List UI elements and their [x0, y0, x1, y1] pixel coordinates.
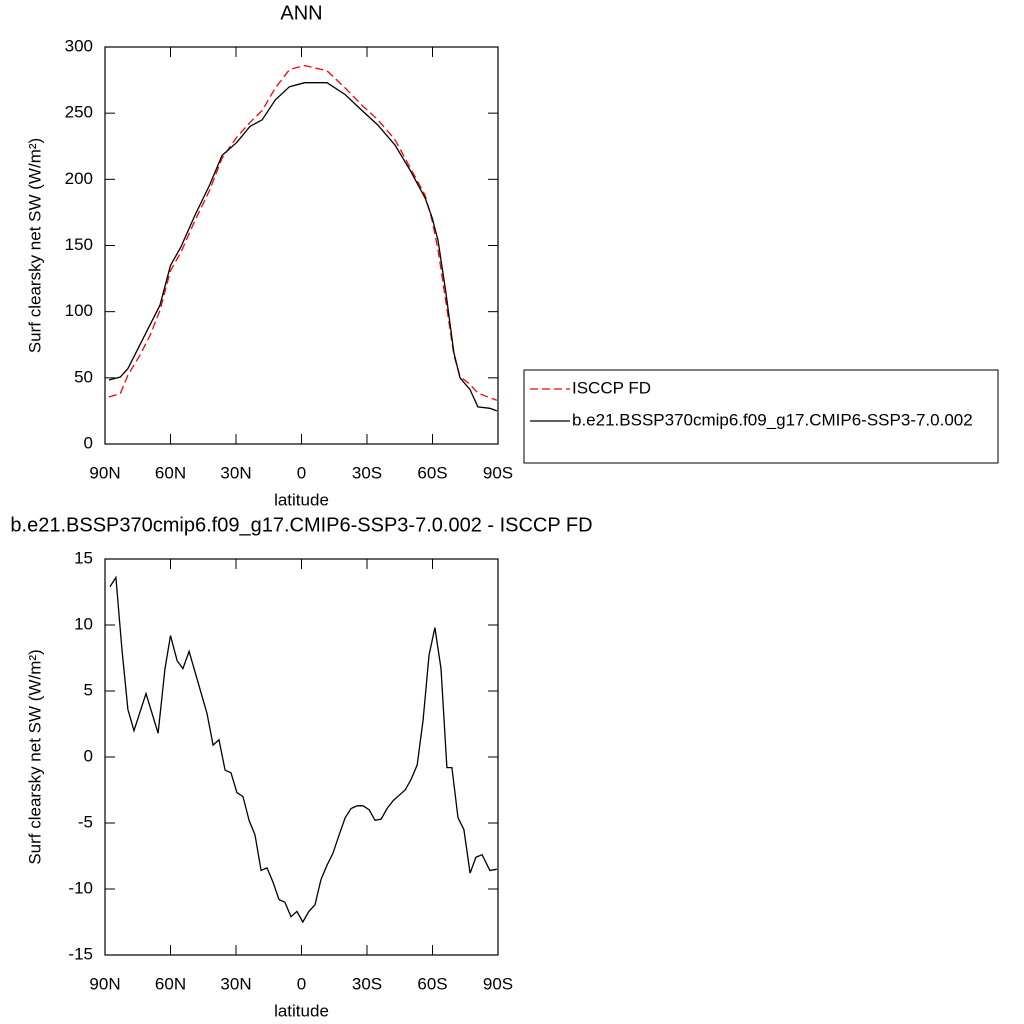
x-tick-label: 0 [297, 463, 306, 482]
legend-box [523, 369, 999, 464]
x-tick-label: 30S [352, 974, 382, 993]
x-tick-label: 60N [155, 974, 186, 993]
x-tick-label: 60S [417, 463, 447, 482]
legend-label: b.e21.BSSP370cmip6.f09_g17.CMIP6-SSP3-7.… [572, 410, 973, 429]
data-line [108, 64, 498, 401]
y-tick-label: 10 [74, 614, 93, 633]
x-tick-label: 30S [352, 463, 382, 482]
y-axis-label: Surf clearsky net SW (W/m²) [25, 649, 44, 864]
y-tick-label: 15 [74, 548, 93, 567]
data-line [109, 575, 498, 924]
y-tick-label: 150 [65, 235, 93, 254]
x-tick-label: 60S [417, 974, 447, 993]
data-line [108, 82, 498, 412]
x-tick-label: 90S [483, 463, 513, 482]
x-axis-label: latitude [274, 490, 329, 509]
x-tick-label: 0 [297, 974, 306, 993]
y-tick-label: 5 [84, 680, 93, 699]
y-axis-label: Surf clearsky net SW (W/m²) [25, 138, 44, 353]
y-tick-label: -5 [78, 812, 93, 831]
y-tick-label: -10 [68, 878, 93, 897]
y-tick-label: 50 [74, 367, 93, 386]
x-tick-label: 60N [155, 463, 186, 482]
y-tick-label: 300 [65, 36, 93, 55]
x-tick-label: 90N [89, 463, 120, 482]
plot-frame [104, 558, 499, 956]
y-tick-label: 0 [84, 746, 93, 765]
x-tick-label: 90S [483, 974, 513, 993]
chart-title: ANN [280, 2, 322, 24]
chart-title: b.e21.BSSP370cmip6.f09_g17.CMIP6-SSP3-7.… [10, 514, 592, 536]
y-tick-label: 100 [65, 301, 93, 320]
y-tick-label: 200 [65, 169, 93, 188]
y-tick-label: -15 [68, 944, 93, 963]
x-axis-label: latitude [274, 1001, 329, 1020]
x-tick-label: 30N [220, 463, 251, 482]
legend-label: ISCCP FD [572, 378, 651, 397]
x-tick-label: 90N [89, 974, 120, 993]
x-tick-label: 30N [220, 974, 251, 993]
y-tick-label: 250 [65, 103, 93, 122]
y-tick-label: 0 [84, 433, 93, 452]
